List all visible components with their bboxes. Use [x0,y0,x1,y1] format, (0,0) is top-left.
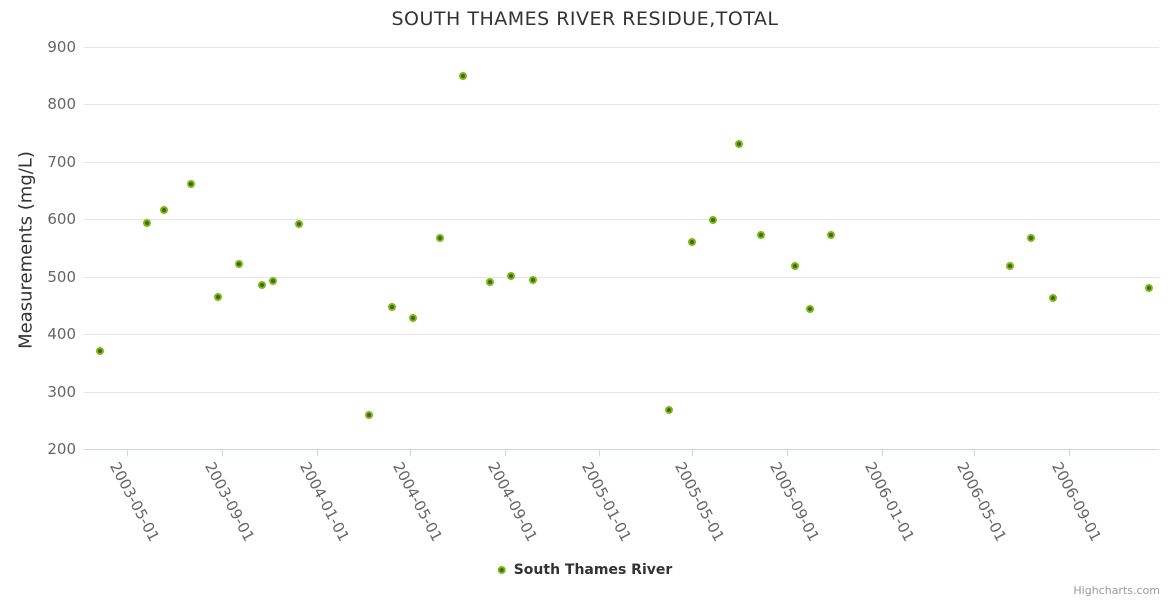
data-point-2004-08-12[interactable] [485,278,494,287]
y-tick-label-900: 900 [47,38,76,56]
data-point-2003-06-18[interactable] [160,205,169,214]
x-tick-label-2005-09-01: 2005-09-01 [766,459,824,545]
legend-label: South Thames River [513,562,673,578]
x-tick-2005-09-01 [787,450,789,456]
x-tick-label-2003-09-01: 2003-09-01 [201,459,259,545]
y-axis-title: Measurements (mg/L) [15,151,37,349]
data-point-2005-10-01[interactable] [806,305,815,314]
x-tick-label-2005-01-01: 2005-01-01 [578,459,636,545]
data-point-2005-05-28[interactable] [709,215,718,224]
data-point-2005-10-28[interactable] [827,231,836,240]
y-gridline-300 [84,391,1159,393]
data-point-2005-07-29[interactable] [756,231,765,240]
plot-area [84,47,1159,450]
y-gridline-700 [84,161,1159,163]
y-gridline-600 [84,219,1159,221]
x-tick-2006-01-01 [881,450,883,456]
data-point-2004-03-09[interactable] [365,410,374,419]
data-point-2005-04-01[interactable] [665,405,673,414]
data-point-2003-03-27[interactable] [96,346,105,355]
data-point-2003-05-27[interactable] [143,219,152,228]
data-point-2003-10-22[interactable] [257,281,266,290]
data-point-2006-07-13[interactable] [1026,234,1035,243]
y-tick-label-400: 400 [47,325,76,344]
x-tick-label-2006-01-01: 2006-01-01 [860,459,918,545]
data-point-2003-11-05[interactable] [268,276,277,285]
x-tick-label-2004-09-01: 2004-09-01 [484,459,542,545]
data-point-2006-06-16[interactable] [1005,261,1014,270]
y-tick-label-800: 800 [47,95,76,114]
data-point-2005-09-11[interactable] [790,262,799,271]
y-tick-label-700: 700 [47,152,76,171]
data-point-2004-05-05[interactable] [409,314,418,323]
data-point-2004-10-07[interactable] [529,276,537,285]
x-tick-2005-05-01 [692,450,694,456]
y-gridline-500 [84,276,1159,278]
data-point-2006-12-13[interactable] [1144,284,1153,293]
x-tick-2006-05-01 [974,450,976,456]
y-tick-label-600: 600 [47,210,76,229]
x-tick-label-2006-05-01: 2006-05-01 [953,459,1011,545]
data-point-2003-07-23[interactable] [187,179,196,188]
data-point-2003-08-27[interactable] [214,293,223,302]
x-tick-2006-09-01 [1069,450,1071,456]
y-gridline-900 [84,47,1159,48]
x-tick-label-2004-05-01: 2004-05-01 [389,459,447,545]
y-tick-label-500: 500 [47,267,76,286]
data-point-2004-06-09[interactable] [436,234,445,243]
y-gridline-400 [84,334,1159,336]
x-tick-2004-01-01 [316,450,318,456]
data-point-2005-07-01[interactable] [735,140,744,149]
data-point-2006-08-11[interactable] [1049,293,1058,302]
data-point-2004-09-09[interactable] [507,271,516,280]
data-point-2004-04-07[interactable] [387,303,396,312]
data-point-2003-12-09[interactable] [294,220,303,229]
x-tick-2003-09-01 [222,450,224,456]
legend-item-south-thames-river[interactable]: South Thames River [497,562,673,578]
legend-marker-icon [497,566,506,574]
x-tick-label-2005-05-01: 2005-05-01 [671,459,729,545]
y-gridline-800 [84,104,1159,106]
y-tick-label-300: 300 [47,382,76,401]
y-tick-label-200: 200 [47,440,76,458]
x-tick-label-2004-01-01: 2004-01-01 [295,459,353,545]
x-tick-label-2003-05-01: 2003-05-01 [106,459,164,545]
chart-title: SOUTH THAMES RIVER RESIDUE,TOTAL [391,8,779,30]
x-tick-2004-05-01 [410,450,412,456]
data-point-2003-09-23[interactable] [235,259,244,268]
x-tick-label-2006-09-01: 2006-09-01 [1048,459,1106,545]
highcharts-credit-link[interactable]: Highcharts.com [1073,584,1160,597]
x-tick-2004-09-01 [505,450,507,456]
x-tick-2003-05-01 [127,450,129,456]
data-point-2005-05-01[interactable] [688,238,697,247]
data-point-2004-07-08[interactable] [458,72,467,81]
x-tick-2005-01-01 [599,450,601,456]
